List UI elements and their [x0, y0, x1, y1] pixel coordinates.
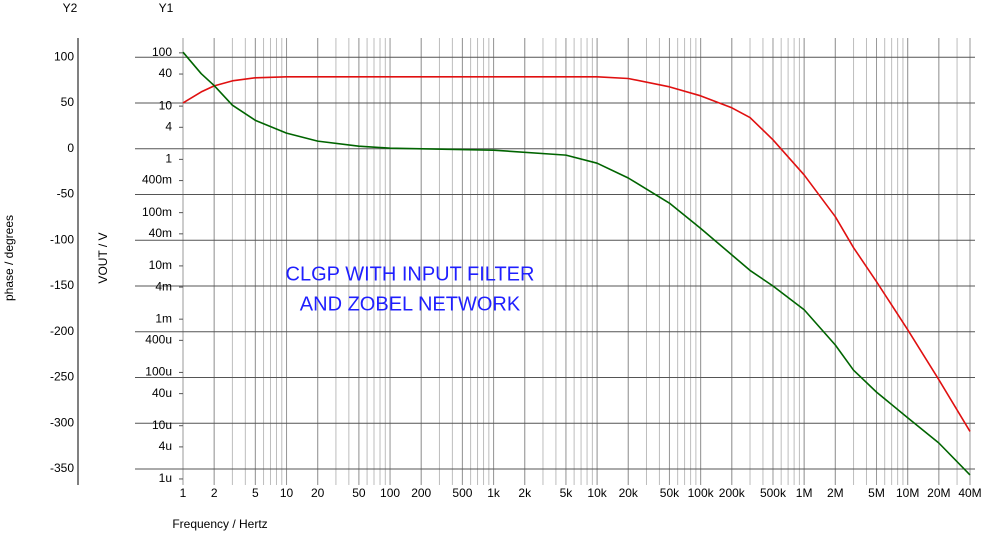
series-line — [182, 51, 971, 476]
y-tick-label: 40m — [149, 226, 172, 240]
x-tick-label: 5k — [560, 486, 574, 500]
y2-tick-label: -350 — [50, 461, 74, 475]
x-tick-label: 10 — [280, 486, 294, 500]
x-tick-label: 50k — [660, 486, 680, 500]
x-tick-label: 10M — [896, 486, 919, 500]
y-tick-label: 100m — [142, 205, 172, 219]
y-tick-label: 1m — [155, 311, 172, 325]
y-tick-label: 1u — [159, 471, 172, 485]
x-tick-label: 50 — [352, 486, 366, 500]
y2-tick-label: -300 — [50, 415, 74, 429]
x-tick-label: 200k — [719, 486, 746, 500]
y2-tick-label: 100 — [54, 49, 74, 63]
x-tick-label: 20k — [619, 486, 639, 500]
x-tick-label: 5M — [868, 486, 885, 500]
y-tick-label: 40u — [152, 386, 172, 400]
y-tick-label: 400u — [145, 333, 172, 347]
x-tick-label: 100 — [380, 486, 400, 500]
series-line — [182, 76, 971, 432]
y-tick-label: 10 — [159, 98, 173, 112]
y-axis-name: Y1 — [159, 1, 174, 15]
x-tick-label: 20M — [927, 486, 950, 500]
y-tick-label: 40 — [159, 66, 173, 80]
x-tick-label: 200 — [411, 486, 431, 500]
y2-tick-label: -250 — [50, 370, 74, 384]
y2-tick-label: 50 — [61, 95, 75, 109]
y2-tick-label: -200 — [50, 324, 74, 338]
x-tick-label: 10k — [587, 486, 607, 500]
y2-axis-name: Y2 — [63, 1, 78, 15]
y2-tick-label: -100 — [50, 232, 74, 246]
x-tick-label: 5 — [252, 486, 259, 500]
y-tick-label: 400m — [142, 173, 172, 187]
y-tick-label: 1 — [165, 152, 172, 166]
y-axis-label: VOUT / V — [96, 232, 110, 283]
x-tick-label: 40M — [958, 486, 981, 500]
x-tick-label: 2k — [518, 486, 532, 500]
x-tick-label: 1k — [487, 486, 501, 500]
y-tick-label: 4 — [165, 119, 172, 133]
x-tick-label: 1 — [180, 486, 187, 500]
annotation: AND ZOBEL NETWORK — [300, 293, 521, 315]
y-tick-label: 4u — [159, 439, 172, 453]
y2-tick-label: 0 — [67, 141, 74, 155]
y-tick-label: 100u — [145, 365, 172, 379]
y-tick-label: 10u — [152, 418, 172, 432]
y2-axis-label: phase / degrees — [2, 215, 16, 301]
y-tick-label: 10m — [149, 258, 172, 272]
x-tick-label: 2M — [827, 486, 844, 500]
y-tick-label: 4m — [155, 279, 172, 293]
x-tick-label: 1M — [796, 486, 813, 500]
x-tick-label: 100k — [688, 486, 715, 500]
x-tick-label: 20 — [311, 486, 325, 500]
x-axis-label: Frequency / Hertz — [172, 517, 267, 531]
x-tick-label: 2 — [211, 486, 218, 500]
annotation: CLGP WITH INPUT FILTER — [286, 263, 535, 285]
x-tick-label: 500k — [760, 486, 787, 500]
y-tick-label: 100 — [152, 45, 172, 59]
y2-tick-label: -50 — [57, 187, 75, 201]
y2-tick-label: -150 — [50, 278, 74, 292]
x-tick-label: 500 — [452, 486, 472, 500]
